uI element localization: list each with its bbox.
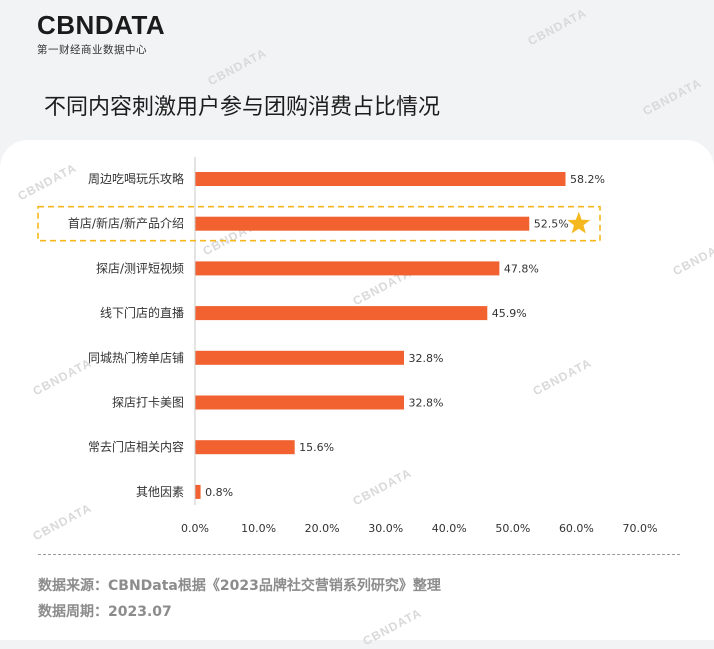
x-tick-label: 20.0%	[305, 522, 340, 535]
category-label: 线下门店的直播	[100, 305, 184, 320]
data-source: 数据来源：CBNData根据《2023品牌社交营销系列研究》整理	[38, 578, 441, 594]
category-label: 探店打卡美图	[112, 396, 184, 410]
bar	[195, 306, 488, 321]
chart-title: 不同内容刺激用户参与团购消费占比情况	[44, 95, 441, 120]
data-label: 32.8%	[409, 352, 444, 365]
footer-divider	[38, 554, 680, 555]
x-tick-label: 60.0%	[559, 522, 594, 535]
bar	[195, 261, 500, 276]
data-label: 52.5%	[534, 218, 569, 231]
category-label: 同城热门榜单店铺	[88, 350, 184, 365]
category-label: 其他因素	[136, 485, 184, 499]
bar	[195, 484, 201, 499]
x-tick-label: 0.0%	[181, 522, 209, 535]
highlight-box	[37, 205, 601, 242]
bar	[195, 440, 295, 455]
x-tick-label: 70.0%	[623, 522, 658, 535]
category-label: 探店/测评短视频	[96, 260, 184, 275]
data-label: 58.2%	[570, 173, 605, 186]
data-label: 47.8%	[504, 262, 539, 275]
bar	[195, 395, 405, 410]
x-tick-label: 40.0%	[432, 522, 467, 535]
x-tick-label: 10.0%	[241, 522, 276, 535]
star-icon	[567, 211, 591, 234]
x-tick-label: 30.0%	[368, 522, 403, 535]
category-label: 常去门店相关内容	[88, 439, 184, 454]
category-label: 首店/新店/新产品介绍	[68, 216, 184, 231]
category-label: 周边吃喝玩乐攻略	[88, 171, 184, 186]
x-tick-label: 50.0%	[495, 522, 530, 535]
data-label: 0.8%	[205, 486, 233, 499]
data-label: 32.8%	[409, 397, 444, 410]
logo-wordmark: CBNDATA	[37, 10, 166, 40]
bar	[195, 216, 530, 231]
data-period: 数据周期：2023.07	[38, 604, 172, 620]
data-label: 45.9%	[492, 307, 527, 320]
brand-logo: CBNDATA 第一财经商业数据中心	[37, 12, 165, 57]
data-label: 15.6%	[299, 441, 334, 454]
bar	[195, 172, 566, 186]
bar	[195, 350, 405, 365]
logo-tagline: 第一财经商业数据中心	[37, 44, 147, 56]
